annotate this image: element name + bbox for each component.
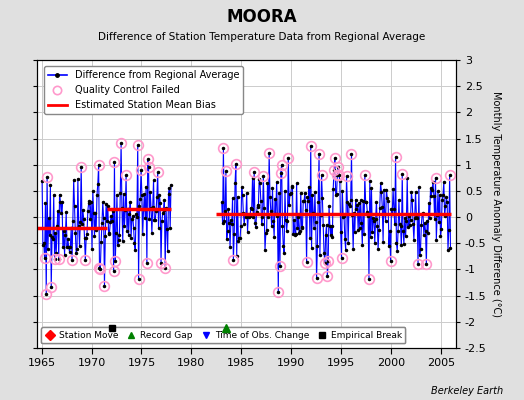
Text: Berkeley Earth: Berkeley Earth [431,386,503,396]
Text: MOORA: MOORA [227,8,297,26]
Legend: Station Move, Record Gap, Time of Obs. Change, Empirical Break: Station Move, Record Gap, Time of Obs. C… [41,327,406,344]
Y-axis label: Monthly Temperature Anomaly Difference (°C): Monthly Temperature Anomaly Difference (… [490,91,500,317]
Text: Difference of Station Temperature Data from Regional Average: Difference of Station Temperature Data f… [99,32,425,42]
